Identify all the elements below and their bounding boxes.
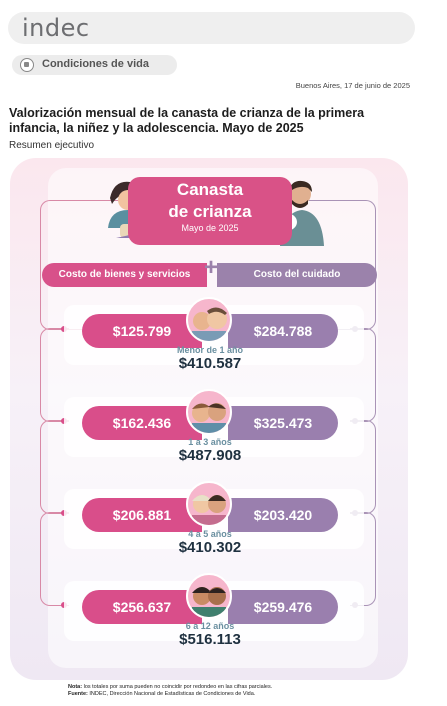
care-cost-value: $284.788 (228, 314, 338, 348)
schoolchild-illustration (186, 573, 232, 619)
age-label: 1 a 3 años (188, 437, 232, 447)
goods-cost-value: $125.799 (82, 314, 202, 348)
source-label: Fuente: (68, 691, 88, 697)
care-cost-header: Costo del cuidado (217, 263, 377, 287)
age-row-4-5: $206.881 $203.420 4 a 5 años $410.302 (64, 481, 364, 556)
goods-cost-header: Costo de bienes y servicios (42, 263, 207, 287)
source-text: INDEC, Dirección Nacional de Estadística… (89, 691, 256, 697)
care-cost-value: $259.476 (228, 590, 338, 624)
left-connector (40, 512, 69, 606)
document-icon (20, 58, 34, 72)
publication-date: Buenos Aires, 17 de junio de 2025 (295, 81, 410, 90)
age-row-infant: $125.799 $284.788 Menor de 1 año $410.58… (64, 297, 364, 372)
total-value: $410.587 (178, 355, 242, 372)
infant-illustration (186, 297, 232, 343)
left-connector (40, 328, 69, 422)
section-pill[interactable]: Condiciones de vida (12, 55, 177, 75)
total-value: $516.113 (179, 631, 241, 648)
preschool-illustration (186, 481, 232, 527)
age-label: Menor de 1 año (176, 345, 243, 355)
goods-cost-value: $256.637 (82, 590, 202, 624)
note-text: los totales por suma pueden no coincidir… (83, 684, 273, 690)
age-label: 4 a 5 años (188, 529, 232, 539)
care-cost-value: $325.473 (228, 406, 338, 440)
canasta-heading-box: Canasta de crianza Mayo de 2025 (128, 177, 292, 245)
age-label: 6 a 12 años (185, 621, 235, 631)
note-label: Nota: (68, 684, 83, 690)
heading-period: Mayo de 2025 (181, 223, 239, 233)
top-header: indec (8, 12, 415, 44)
footnote: Nota: los totales por suma pueden no coi… (68, 684, 272, 698)
care-cost-value: $203.420 (228, 498, 338, 532)
goods-cost-value: $162.436 (82, 406, 202, 440)
left-connector (40, 420, 69, 514)
page-subtitle: Resumen ejecutivo (9, 140, 95, 151)
toddler-illustration (186, 389, 232, 435)
total-value: $487.908 (178, 447, 242, 464)
goods-cost-value: $206.881 (82, 498, 202, 532)
section-label: Condiciones de vida (42, 58, 149, 70)
plus-icon: + (203, 254, 218, 281)
total-value: $410.302 (178, 539, 242, 556)
page-title: Valorización mensual de la canasta de cr… (9, 106, 365, 135)
heading-line-2: de crianza (168, 202, 252, 221)
age-row-6-12: $256.637 $259.476 6 a 12 años $516.113 (64, 573, 364, 648)
heading-line-1: Canasta (176, 180, 244, 199)
age-row-1-3: $162.436 $325.473 1 a 3 años $487.908 (64, 389, 364, 464)
indec-logo[interactable]: indec (22, 14, 90, 42)
